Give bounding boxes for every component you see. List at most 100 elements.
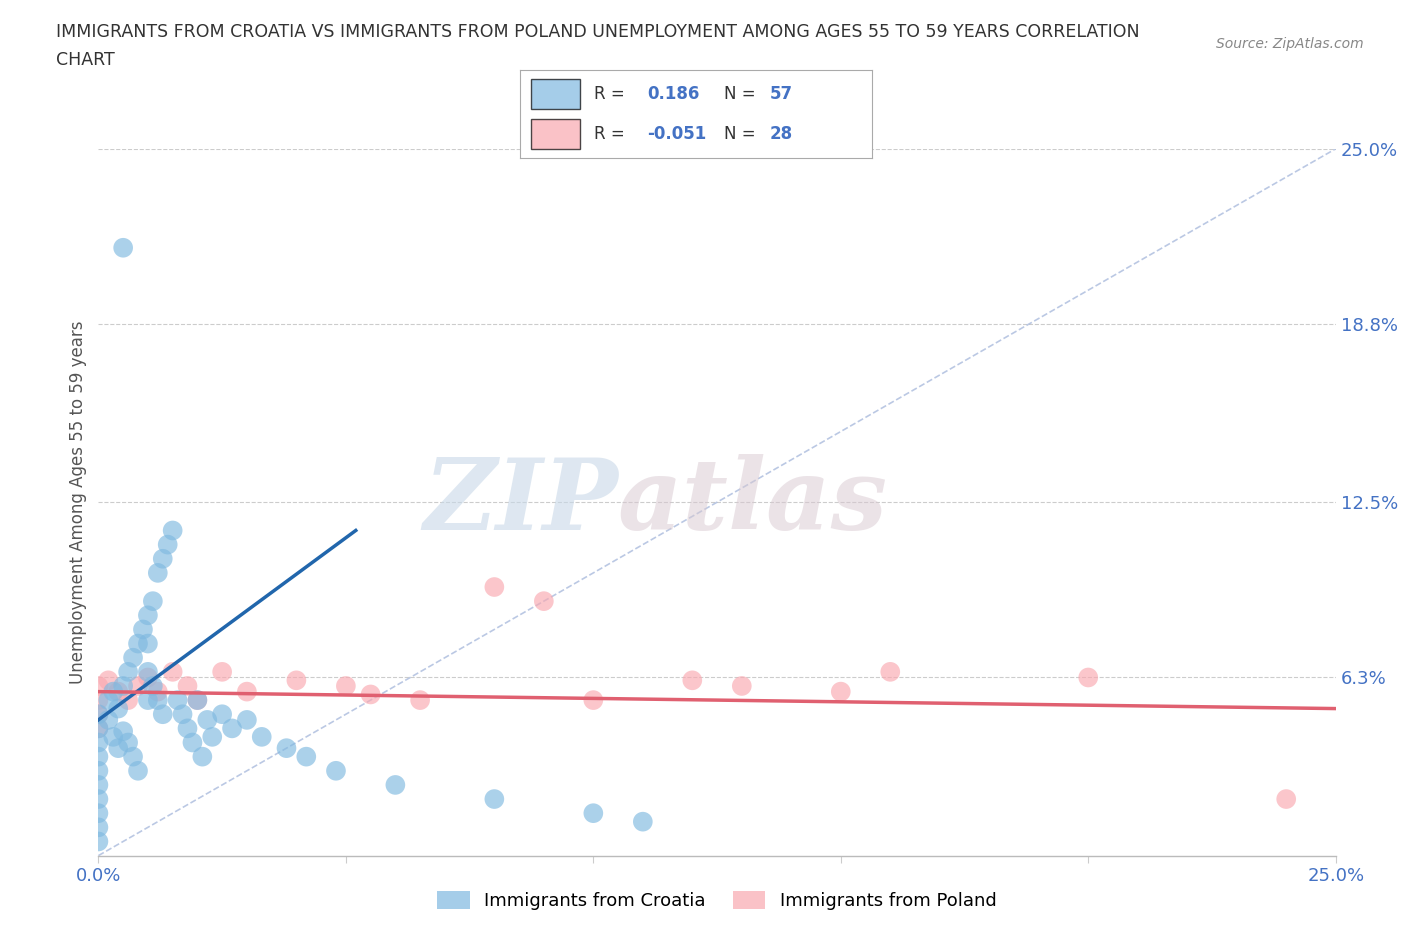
Point bbox=[97, 712, 120, 727]
Point bbox=[87, 805, 110, 820]
Point bbox=[87, 735, 110, 750]
Point bbox=[166, 693, 188, 708]
Point bbox=[181, 735, 204, 750]
Point bbox=[87, 820, 110, 835]
Point bbox=[156, 538, 179, 552]
Point bbox=[127, 679, 149, 694]
Point bbox=[236, 712, 259, 727]
Point bbox=[409, 693, 432, 708]
Point bbox=[107, 740, 129, 755]
Point bbox=[176, 679, 198, 694]
Point bbox=[1275, 791, 1298, 806]
Point bbox=[152, 551, 174, 566]
Text: -0.051: -0.051 bbox=[647, 126, 706, 143]
Point bbox=[731, 679, 754, 694]
Point bbox=[384, 777, 406, 792]
Point bbox=[117, 693, 139, 708]
Point bbox=[112, 724, 135, 738]
Text: IMMIGRANTS FROM CROATIA VS IMMIGRANTS FROM POLAND UNEMPLOYMENT AMONG AGES 55 TO : IMMIGRANTS FROM CROATIA VS IMMIGRANTS FR… bbox=[56, 23, 1140, 41]
Point bbox=[285, 673, 308, 688]
Point bbox=[250, 729, 273, 744]
Point bbox=[582, 693, 605, 708]
Point bbox=[195, 712, 218, 727]
Point bbox=[162, 523, 184, 538]
Point bbox=[162, 664, 184, 679]
Point bbox=[201, 729, 224, 744]
Point bbox=[533, 593, 555, 608]
Point bbox=[879, 664, 901, 679]
Point bbox=[172, 707, 194, 722]
Point bbox=[236, 684, 259, 699]
Point bbox=[112, 240, 135, 255]
Point bbox=[631, 815, 654, 830]
Point bbox=[87, 707, 110, 722]
Point bbox=[276, 740, 298, 755]
Point bbox=[117, 664, 139, 679]
Point bbox=[112, 679, 135, 694]
FancyBboxPatch shape bbox=[531, 119, 581, 150]
Text: 0.186: 0.186 bbox=[647, 85, 699, 102]
Text: 57: 57 bbox=[770, 85, 793, 102]
Point bbox=[87, 693, 110, 708]
Text: R =: R = bbox=[595, 85, 624, 102]
Point bbox=[146, 565, 169, 580]
Y-axis label: Unemployment Among Ages 55 to 59 years: Unemployment Among Ages 55 to 59 years bbox=[69, 321, 87, 684]
Point bbox=[146, 693, 169, 708]
Point bbox=[186, 693, 208, 708]
Text: N =: N = bbox=[724, 126, 755, 143]
Text: ZIP: ZIP bbox=[423, 454, 619, 551]
FancyBboxPatch shape bbox=[531, 79, 581, 109]
Point bbox=[191, 750, 214, 764]
Point bbox=[107, 684, 129, 699]
Text: N =: N = bbox=[724, 85, 755, 102]
Point bbox=[87, 679, 110, 694]
Point bbox=[122, 650, 145, 665]
Point bbox=[117, 735, 139, 750]
Text: R =: R = bbox=[595, 126, 624, 143]
Point bbox=[87, 791, 110, 806]
Legend: Immigrants from Croatia, Immigrants from Poland: Immigrants from Croatia, Immigrants from… bbox=[430, 884, 1004, 917]
Point bbox=[1077, 670, 1099, 684]
Point bbox=[87, 721, 110, 736]
Text: 28: 28 bbox=[770, 126, 793, 143]
Point bbox=[142, 593, 165, 608]
Point bbox=[484, 791, 506, 806]
Point bbox=[103, 684, 125, 699]
Point bbox=[325, 764, 347, 778]
Point bbox=[97, 673, 120, 688]
Point bbox=[127, 764, 149, 778]
Point bbox=[87, 707, 110, 722]
Point bbox=[830, 684, 852, 699]
Point bbox=[136, 693, 159, 708]
Point bbox=[484, 579, 506, 594]
Point bbox=[146, 684, 169, 699]
Point bbox=[103, 729, 125, 744]
Point bbox=[87, 764, 110, 778]
Text: Source: ZipAtlas.com: Source: ZipAtlas.com bbox=[1216, 37, 1364, 51]
Point bbox=[87, 834, 110, 849]
Point bbox=[295, 750, 318, 764]
Point bbox=[136, 664, 159, 679]
Point bbox=[335, 679, 357, 694]
Point bbox=[132, 622, 155, 637]
Text: atlas: atlas bbox=[619, 454, 889, 551]
Point bbox=[122, 750, 145, 764]
Point bbox=[97, 693, 120, 708]
Point bbox=[582, 805, 605, 820]
Point bbox=[211, 664, 233, 679]
Point bbox=[176, 721, 198, 736]
Point bbox=[211, 707, 233, 722]
Point bbox=[221, 721, 243, 736]
Point bbox=[136, 636, 159, 651]
Point bbox=[360, 687, 382, 702]
Point bbox=[681, 673, 703, 688]
Point bbox=[87, 777, 110, 792]
Point bbox=[136, 608, 159, 623]
Point bbox=[152, 707, 174, 722]
Point bbox=[136, 670, 159, 684]
Point bbox=[127, 636, 149, 651]
Point bbox=[87, 721, 110, 736]
Point bbox=[87, 750, 110, 764]
Point bbox=[186, 693, 208, 708]
Point bbox=[142, 679, 165, 694]
